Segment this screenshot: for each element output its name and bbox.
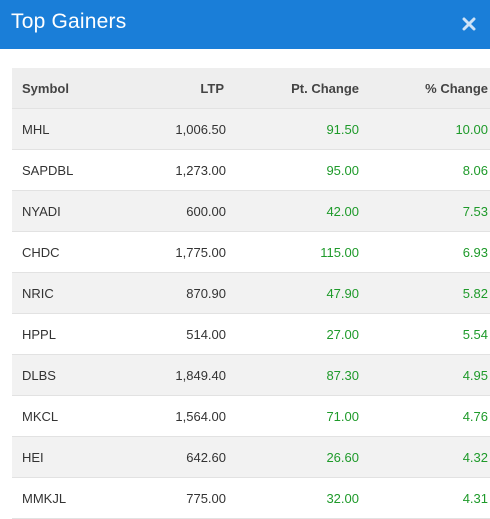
- column-header-symbol[interactable]: Symbol: [12, 68, 123, 109]
- ltp-cell: 514.00: [123, 313, 228, 355]
- column-header-pt-change[interactable]: Pt. Change: [228, 68, 361, 109]
- ltp-cell: 1,564.00: [123, 395, 228, 437]
- symbol-cell: SAPDBL: [12, 149, 123, 191]
- close-button[interactable]: [458, 13, 480, 35]
- pt-change-cell: 115.00: [228, 231, 361, 273]
- symbol-cell: MMKJL: [12, 477, 123, 519]
- pct-change-cell: 6.93: [361, 231, 490, 273]
- ltp-cell: 1,006.50: [123, 108, 228, 150]
- modal-header: Top Gainers: [0, 0, 490, 49]
- ltp-cell: 1,775.00: [123, 231, 228, 273]
- pct-change-cell: 5.54: [361, 313, 490, 355]
- symbol-cell: MKCL: [12, 395, 123, 437]
- gainers-table: Symbol LTP Pt. Change % Change MHL 1,006.…: [12, 68, 490, 519]
- symbol-cell: CHDC: [12, 231, 123, 273]
- pt-change-cell: 95.00: [228, 149, 361, 191]
- pct-change-cell: 8.06: [361, 149, 490, 191]
- table-row[interactable]: DLBS 1,849.40 87.30 4.95: [12, 354, 490, 396]
- pct-change-cell: 5.82: [361, 272, 490, 314]
- pt-change-cell: 27.00: [228, 313, 361, 355]
- symbol-cell: NRIC: [12, 272, 123, 314]
- symbol-cell: NYADI: [12, 190, 123, 232]
- pt-change-cell: 42.00: [228, 190, 361, 232]
- table-row[interactable]: MMKJL 775.00 32.00 4.31: [12, 477, 490, 519]
- pct-change-cell: 4.95: [361, 354, 490, 396]
- column-header-pct-change[interactable]: % Change: [361, 68, 490, 109]
- table-row[interactable]: SAPDBL 1,273.00 95.00 8.06: [12, 149, 490, 191]
- pct-change-cell: 10.00: [361, 108, 490, 150]
- pct-change-cell: 4.32: [361, 436, 490, 478]
- pt-change-cell: 87.30: [228, 354, 361, 396]
- pt-change-cell: 26.60: [228, 436, 361, 478]
- table-header-row: Symbol LTP Pt. Change % Change: [12, 68, 490, 109]
- table-row[interactable]: CHDC 1,775.00 115.00 6.93: [12, 231, 490, 273]
- table-row[interactable]: HPPL 514.00 27.00 5.54: [12, 313, 490, 355]
- pt-change-cell: 91.50: [228, 108, 361, 150]
- ltp-cell: 775.00: [123, 477, 228, 519]
- pct-change-cell: 4.76: [361, 395, 490, 437]
- symbol-cell: DLBS: [12, 354, 123, 396]
- ltp-cell: 600.00: [123, 190, 228, 232]
- pt-change-cell: 71.00: [228, 395, 361, 437]
- pct-change-cell: 7.53: [361, 190, 490, 232]
- close-icon: [462, 17, 476, 30]
- ltp-cell: 870.90: [123, 272, 228, 314]
- table-row[interactable]: NRIC 870.90 47.90 5.82: [12, 272, 490, 314]
- pt-change-cell: 47.90: [228, 272, 361, 314]
- table-row[interactable]: HEI 642.60 26.60 4.32: [12, 436, 490, 478]
- ltp-cell: 1,273.00: [123, 149, 228, 191]
- ltp-cell: 642.60: [123, 436, 228, 478]
- pct-change-cell: 4.31: [361, 477, 490, 519]
- symbol-cell: HPPL: [12, 313, 123, 355]
- table-row[interactable]: MKCL 1,564.00 71.00 4.76: [12, 395, 490, 437]
- column-header-ltp[interactable]: LTP: [123, 68, 228, 109]
- ltp-cell: 1,849.40: [123, 354, 228, 396]
- symbol-cell: MHL: [12, 108, 123, 150]
- table-row[interactable]: NYADI 600.00 42.00 7.53: [12, 190, 490, 232]
- pt-change-cell: 32.00: [228, 477, 361, 519]
- table-row[interactable]: MHL 1,006.50 91.50 10.00: [12, 108, 490, 150]
- modal-title: Top Gainers: [11, 9, 127, 33]
- modal-body: Symbol LTP Pt. Change % Change MHL 1,006.…: [0, 49, 490, 519]
- symbol-cell: HEI: [12, 436, 123, 478]
